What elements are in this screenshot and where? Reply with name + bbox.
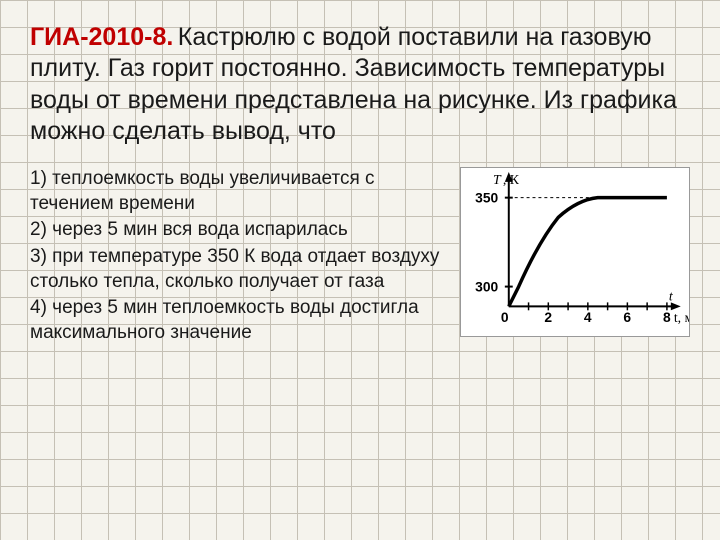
xtick-label-2: 2 [544, 309, 552, 325]
option-4: 4) через 5 мин теплоемкость воды достигл… [30, 296, 445, 345]
x-axis-unit: t, м [674, 310, 689, 325]
option-2: 2) через 5 мин вся вода испарилась [30, 218, 445, 243]
xtick-label-0: 0 [501, 309, 509, 325]
xtick-label-4: 4 [584, 309, 592, 325]
ytick-label-300: 300 [475, 279, 498, 295]
option-1: 1) теплоемкость воды увеличивается с теч… [30, 167, 445, 216]
xtick-label-8: 8 [663, 309, 671, 325]
temperature-curve [509, 198, 667, 307]
y-axis-label: T [493, 172, 502, 187]
xtick-label-6: 6 [623, 309, 631, 325]
problem-statement: ГИА-2010-8. Кастрюлю с водой поставили н… [30, 22, 690, 147]
option-3: 3) при температуре 350 К вода отдает воз… [30, 245, 445, 294]
chart-svg: T , К 350 300 [461, 168, 689, 336]
slide-content: ГИА-2010-8. Кастрюлю с водой поставили н… [0, 0, 720, 370]
x-axis-label-t: t [669, 288, 674, 303]
ytick-label-350: 350 [475, 190, 498, 206]
options-and-chart: 1) теплоемкость воды увеличивается с теч… [30, 167, 690, 348]
problem-title: ГИА-2010-8. [30, 23, 173, 51]
answer-options: 1) теплоемкость воды увеличивается с теч… [30, 167, 445, 348]
temperature-chart: T , К 350 300 [460, 167, 690, 337]
x-axis-arrow [671, 302, 681, 310]
